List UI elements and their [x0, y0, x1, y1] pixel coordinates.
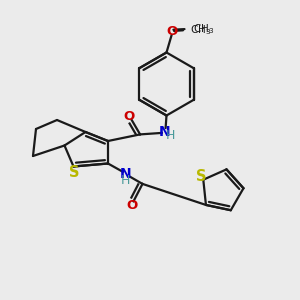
Text: O: O [166, 25, 177, 38]
Text: N: N [120, 167, 132, 181]
Text: H: H [121, 173, 130, 187]
Text: H: H [166, 129, 175, 142]
Text: CH$_3$: CH$_3$ [190, 23, 211, 37]
Text: S: S [69, 165, 80, 180]
Text: O: O [123, 110, 134, 123]
Text: O: O [126, 199, 138, 212]
Text: S: S [196, 169, 206, 184]
Text: CH$_3$: CH$_3$ [193, 22, 214, 36]
Text: N: N [159, 125, 170, 139]
